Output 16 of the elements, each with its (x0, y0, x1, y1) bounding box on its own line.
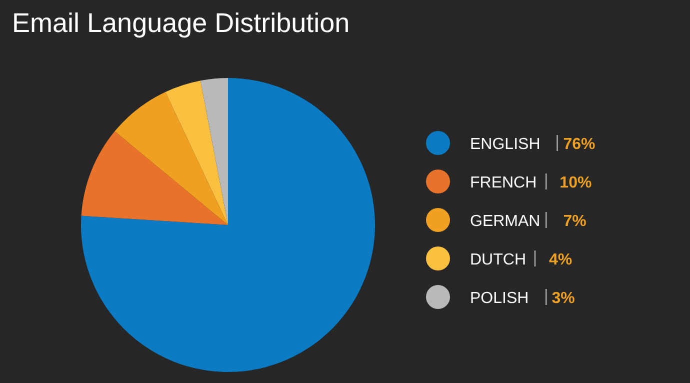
data-label: 10% (560, 174, 592, 192)
legend-label: FRENCH (470, 174, 537, 192)
data-label: 4% (549, 252, 572, 268)
pie-slice (81, 78, 375, 372)
data-label: 3% (552, 290, 575, 307)
legend-label: ENGLISH (470, 136, 540, 153)
legend-label: DUTCH (470, 252, 526, 268)
pie-slice (200, 78, 228, 225)
pie-slice (114, 92, 228, 225)
legend-label: POLISH (470, 290, 529, 307)
data-label: 76% (563, 136, 596, 153)
pie-slice (165, 80, 228, 225)
chart-title: Email Language Distribution (12, 8, 350, 38)
pie-slice (81, 131, 228, 225)
data-label: 7% (563, 213, 586, 230)
legend-label: GERMAN (470, 213, 540, 230)
